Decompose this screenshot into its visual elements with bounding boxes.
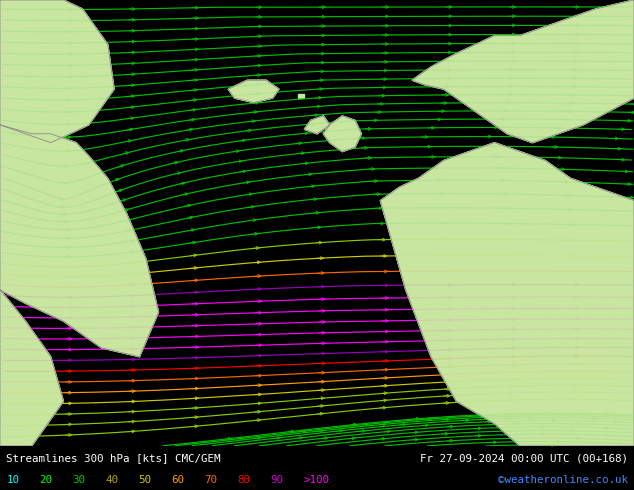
Polygon shape (0, 125, 158, 357)
Text: ©weatheronline.co.uk: ©weatheronline.co.uk (498, 475, 628, 485)
Polygon shape (298, 94, 304, 98)
Polygon shape (0, 0, 114, 143)
Polygon shape (0, 0, 114, 143)
Polygon shape (412, 0, 634, 143)
Text: Streamlines 300 hPa [kts] CMC/GEM: Streamlines 300 hPa [kts] CMC/GEM (6, 453, 221, 463)
Polygon shape (0, 125, 158, 357)
Polygon shape (0, 290, 63, 446)
Text: 40: 40 (105, 475, 119, 485)
Polygon shape (304, 116, 330, 134)
Polygon shape (380, 143, 634, 446)
Polygon shape (412, 0, 634, 143)
Text: 50: 50 (138, 475, 152, 485)
Polygon shape (323, 116, 361, 151)
Text: Fr 27-09-2024 00:00 UTC (00+168): Fr 27-09-2024 00:00 UTC (00+168) (420, 453, 628, 463)
Text: 80: 80 (237, 475, 250, 485)
Polygon shape (0, 290, 63, 446)
Polygon shape (323, 116, 361, 151)
Text: >100: >100 (303, 475, 329, 485)
Text: 10: 10 (6, 475, 20, 485)
Text: 60: 60 (171, 475, 184, 485)
Polygon shape (380, 143, 634, 446)
Text: 20: 20 (39, 475, 53, 485)
Text: 90: 90 (270, 475, 283, 485)
Polygon shape (228, 80, 279, 102)
Polygon shape (304, 116, 330, 134)
Text: 70: 70 (204, 475, 217, 485)
Polygon shape (228, 80, 279, 102)
Text: 30: 30 (72, 475, 86, 485)
